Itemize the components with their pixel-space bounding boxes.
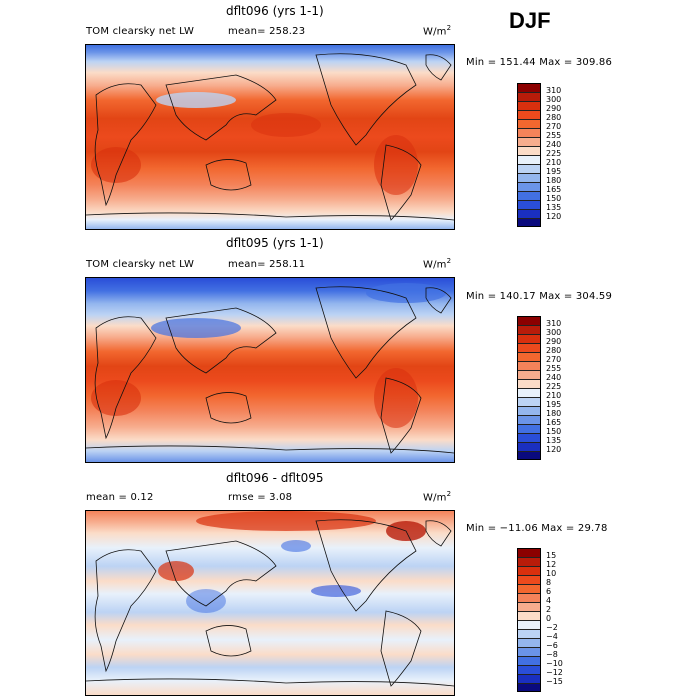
panel1-colorbar (517, 83, 541, 227)
colorbar-tick: 180 (546, 409, 562, 418)
colorbar-tick: 150 (546, 194, 562, 203)
panel2-map (85, 277, 455, 463)
colorbar-tick: 225 (546, 382, 562, 391)
colorbar-tick: 270 (546, 355, 562, 364)
panel3-minmax: Min = −11.06 Max = 29.78 (466, 523, 608, 534)
colorbar-tick: 2 (546, 605, 552, 614)
colorbar-tick: 0 (546, 614, 552, 623)
colorbar-tick: 180 (546, 176, 562, 185)
panel1-left-label: TOM clearsky net LW (86, 26, 195, 37)
colorbar-tick: 135 (546, 203, 562, 212)
colorbar-tick: 310 (546, 86, 562, 95)
colorbar-tick: 195 (546, 400, 562, 409)
colorbar-tick: 255 (546, 364, 562, 373)
colorbar-tick: 240 (546, 140, 562, 149)
panel2-colorbar (517, 316, 541, 460)
colorbar-tick: −12 (546, 668, 563, 677)
colorbar-tick: 165 (546, 185, 562, 194)
panel1-minmax: Min = 151.44 Max = 309.86 (466, 57, 613, 68)
panel3-units: W/m2 (423, 490, 452, 504)
colorbar-tick: 290 (546, 104, 562, 113)
colorbar-tick: 165 (546, 418, 562, 427)
colorbar-tick: −8 (546, 650, 558, 659)
panel2-map-overlay (86, 283, 454, 454)
panel3-mean: mean = 0.12 (86, 492, 154, 503)
colorbar-tick: 270 (546, 122, 562, 131)
colorbar-tick: −15 (546, 677, 563, 686)
colorbar-tick: 195 (546, 167, 562, 176)
colorbar-tick: 240 (546, 373, 562, 382)
colorbar-tick: 8 (546, 578, 552, 587)
panel3-rmse: rmse = 3.08 (228, 492, 293, 503)
colorbar-tick: 210 (546, 391, 562, 400)
season-label: DJF (509, 8, 551, 33)
colorbar-tick: 6 (546, 587, 552, 596)
colorbar-tick: 280 (546, 346, 562, 355)
colorbar-tick: 280 (546, 113, 562, 122)
panel2-minmax: Min = 140.17 Max = 304.59 (466, 291, 613, 302)
colorbar-tick: 225 (546, 149, 562, 158)
colorbar-tick: 310 (546, 319, 562, 328)
colorbar-tick: 135 (546, 436, 562, 445)
colorbar-tick: 300 (546, 95, 562, 104)
panel3-map-overlay (86, 511, 454, 687)
panel3-colorbar (517, 548, 541, 692)
panel3-title: dflt096 - dflt095 (226, 471, 324, 485)
colorbar-tick: 150 (546, 427, 562, 436)
panel2-left-label: TOM clearsky net LW (86, 259, 195, 270)
colorbar-tick: 210 (546, 158, 562, 167)
colorbar-tick: −2 (546, 623, 558, 632)
colorbar-tick: −4 (546, 632, 558, 641)
panel2-mean: mean= 258.11 (228, 259, 306, 270)
panel1-title: dflt096 (yrs 1-1) (226, 4, 324, 18)
colorbar-tick: 15 (546, 551, 557, 560)
panel1-map-overlay (86, 53, 454, 221)
colorbar-tick: 12 (546, 560, 557, 569)
colorbar-tick: −10 (546, 659, 563, 668)
colorbar-tick: −6 (546, 641, 558, 650)
panel1-map (85, 44, 455, 230)
panel1-mean: mean= 258.23 (228, 26, 306, 37)
colorbar-tick: 255 (546, 131, 562, 140)
panel2-title: dflt095 (yrs 1-1) (226, 236, 324, 250)
colorbar-tick: 10 (546, 569, 557, 578)
colorbar-tick: 120 (546, 212, 562, 221)
colorbar-tick: 290 (546, 337, 562, 346)
panel1-units: W/m2 (423, 24, 452, 38)
colorbar-tick: 300 (546, 328, 562, 337)
colorbar-tick: 4 (546, 596, 552, 605)
panel2-units: W/m2 (423, 257, 452, 271)
colorbar-tick: 120 (546, 445, 562, 454)
panel3-map (85, 510, 455, 696)
